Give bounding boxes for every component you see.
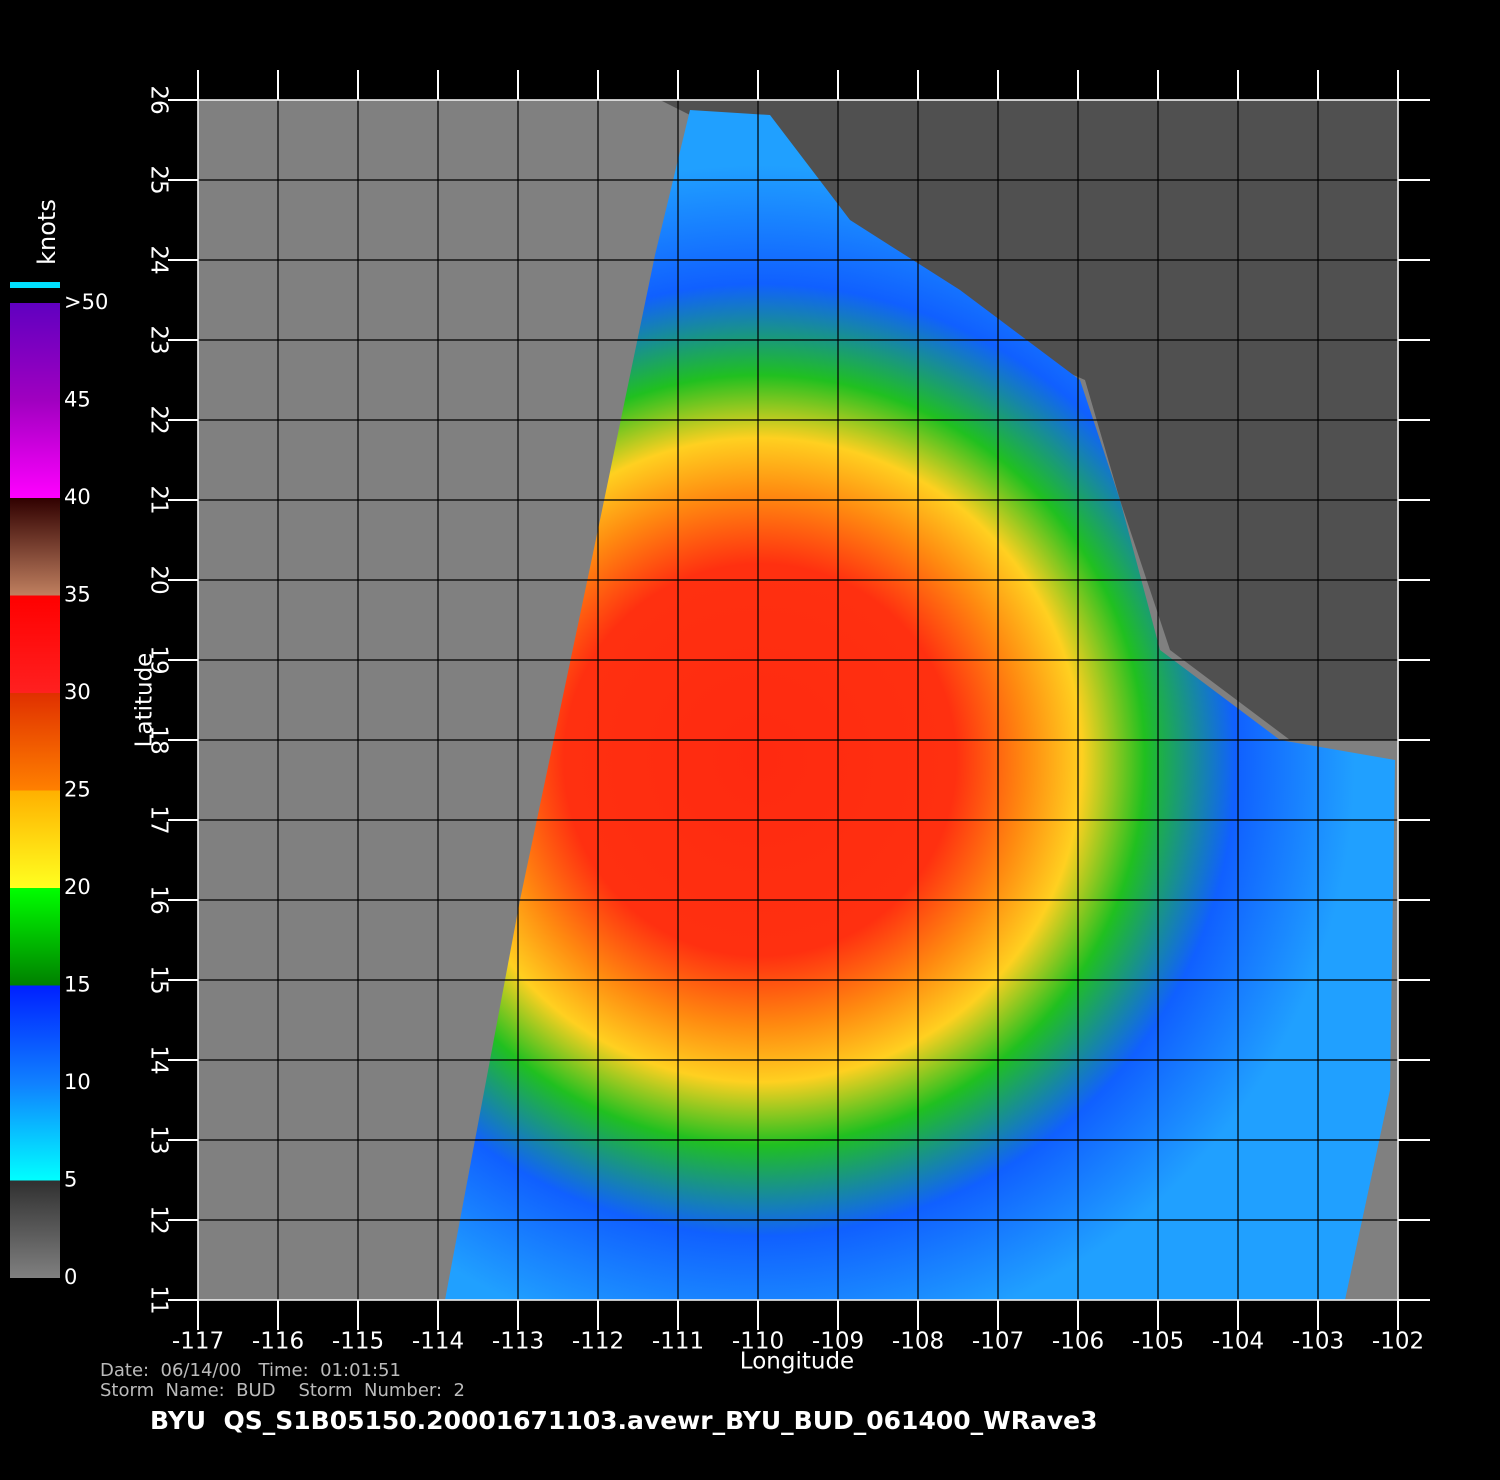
x-tick-label: -112: [572, 1329, 624, 1355]
x-tick-label: -108: [892, 1329, 944, 1355]
colorbar-label: 40: [64, 485, 91, 509]
x-tick-label: -102: [1372, 1329, 1424, 1355]
y-tick-label: 14: [146, 1045, 172, 1074]
colorbar-label: >50: [64, 290, 108, 314]
y-tick-label: 20: [146, 565, 172, 594]
colorbar-label: 10: [64, 1070, 91, 1094]
colorbar-label: 0: [64, 1265, 77, 1289]
x-axis-label: Longitude: [740, 1349, 854, 1375]
y-axis-label: Latitude: [132, 653, 158, 748]
x-tick-label: -109: [812, 1329, 864, 1355]
colorbar-title: knots: [33, 199, 61, 265]
y-tick-label: 24: [146, 245, 172, 274]
colorbar-label: 15: [64, 973, 91, 997]
y-tick-label: 25: [146, 165, 172, 194]
colorbar: [10, 303, 60, 1278]
y-tick-label: 11: [146, 1285, 172, 1314]
y-tick-label: 22: [146, 405, 172, 434]
x-tick-label: -104: [1212, 1329, 1264, 1355]
x-tick-label: -115: [332, 1329, 384, 1355]
y-tick-label: 23: [146, 325, 172, 354]
storm-line: Storm Name: BUD Storm Number: 2: [100, 1380, 465, 1401]
x-tick-label: -107: [972, 1329, 1024, 1355]
colorbar-label: 20: [64, 875, 91, 899]
colorbar-cap: [10, 282, 60, 288]
x-tick-label: -113: [492, 1329, 544, 1355]
colorbar-label: 5: [64, 1168, 77, 1192]
colorbar-label: 25: [64, 778, 91, 802]
x-tick-label: -114: [412, 1329, 464, 1355]
colorbar-label: 35: [64, 583, 91, 607]
y-tick-label: 17: [146, 805, 172, 834]
y-tick-label: 19: [146, 645, 172, 674]
date-line: Date: 06/14/00 Time: 01:01:51: [100, 1360, 401, 1381]
x-tick-label: -106: [1052, 1329, 1104, 1355]
colorbar-label: 45: [64, 388, 91, 412]
y-tick-label: 18: [146, 725, 172, 754]
file-line: BYU QS_S1B05150.20001671103.avewr_BYU_BU…: [150, 1406, 1098, 1435]
x-tick-label: -111: [652, 1329, 704, 1355]
x-tick-label: -117: [172, 1329, 224, 1355]
y-tick-label: 13: [146, 1125, 172, 1154]
x-tick-label: -105: [1132, 1329, 1184, 1355]
y-tick-label: 15: [146, 965, 172, 994]
x-tick-label: -110: [732, 1329, 784, 1355]
y-tick-label: 12: [146, 1205, 172, 1234]
x-tick-label: -116: [252, 1329, 304, 1355]
colorbar-label: 30: [64, 680, 91, 704]
x-tick-label: -103: [1292, 1329, 1344, 1355]
y-tick-label: 21: [146, 485, 172, 514]
y-tick-label: 26: [146, 85, 172, 114]
y-tick-label: 16: [146, 885, 172, 914]
plot-frame: [197, 99, 1399, 1301]
